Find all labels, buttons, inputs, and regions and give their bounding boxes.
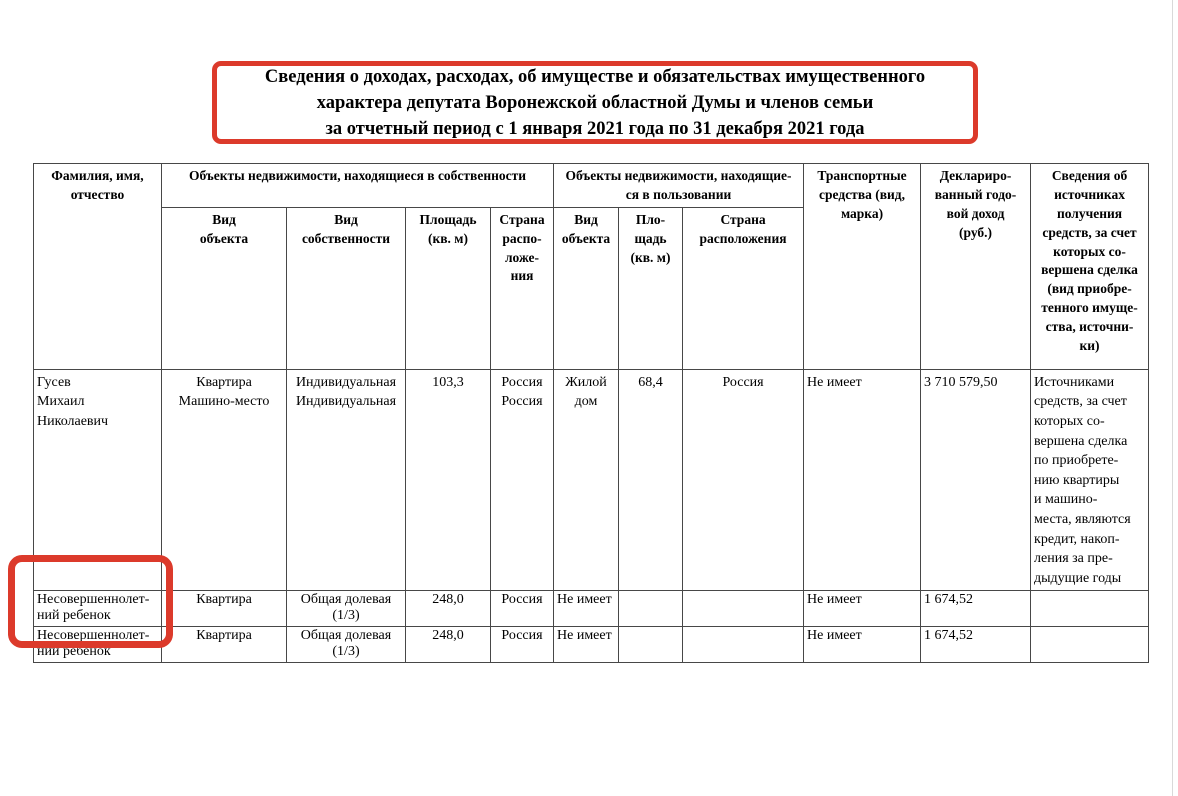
- cell-transport: Не имеет: [803, 590, 922, 627]
- cell-use-area: 68,4: [618, 368, 683, 592]
- cell-use-type: Жилой дом: [553, 368, 619, 592]
- header-transport: Транспортные средства (вид, марка): [803, 163, 922, 370]
- row-gusev: Гусев Михаил Николаевич Квартира Машино-…: [33, 368, 1150, 592]
- cell-income: 1 674,52: [920, 625, 1032, 663]
- header-group-row: Фамилия, имя, отчество Объекты недвижимо…: [33, 163, 1150, 370]
- cell-sources: Источниками средств, за счет которых со-…: [1030, 368, 1150, 592]
- cell-own-country: Россия Россия: [490, 368, 554, 592]
- cell-own-country: Россия: [490, 590, 554, 627]
- cell-income: 1 674,52: [920, 590, 1032, 627]
- header-own-kind: Вид собственности: [286, 206, 406, 370]
- cell-fio: Гусев Михаил Николаевич: [33, 368, 162, 592]
- cell-transport: Не имеет: [803, 368, 922, 592]
- cell-own-area: 103,3: [405, 368, 491, 592]
- header-use-area: Пло- щадь (кв. м): [618, 206, 683, 370]
- cell-use-type: Не имеет: [553, 590, 619, 627]
- cell-own-country: Россия: [490, 625, 554, 663]
- header-use-type: Вид объекта: [553, 206, 619, 370]
- annotation-box-title: Сведения о доходах, расходах, об имущест…: [212, 61, 978, 144]
- cell-own-type: Квартира: [161, 590, 287, 627]
- cell-own-kind: Общая долевая (1/3): [286, 590, 406, 627]
- cell-own-type: Квартира: [161, 625, 287, 663]
- report-title: Сведения о доходах, расходах, об имущест…: [264, 66, 926, 139]
- cell-income: 3 710 579,50: [920, 368, 1032, 592]
- cell-use-area: [618, 590, 683, 627]
- cell-own-area: 248,0: [405, 590, 491, 627]
- header-own-area: Площадь (кв. м): [405, 206, 491, 370]
- cell-use-country: [681, 590, 805, 627]
- cell-sources: [1030, 625, 1150, 663]
- cell-own-type: Квартира Машино-место: [161, 368, 287, 592]
- header-income: Деклариро- ванный годо- вой доход (руб.): [920, 163, 1032, 370]
- cell-own-kind: Индивидуальная Индивидуальная: [286, 368, 406, 592]
- row-minor-child-1: Несовершеннолет- ний ребенок Квартира Об…: [33, 590, 1150, 627]
- page-edge-line: [1172, 0, 1173, 796]
- row-minor-child-2: Несовершеннолет- ний ребенок Квартира Об…: [33, 625, 1150, 663]
- header-fio: Фамилия, имя, отчество: [33, 163, 162, 370]
- header-group-use: Объекты недвижимости, находящие- ся в по…: [552, 163, 805, 208]
- cell-transport: Не имеет: [803, 625, 922, 663]
- header-sources: Сведения об источниках получения средств…: [1030, 163, 1150, 370]
- cell-use-area: [618, 625, 683, 663]
- declaration-table: Фамилия, имя, отчество Объекты недвижимо…: [33, 163, 1150, 663]
- header-use-country: Страна расположения: [681, 206, 805, 370]
- cell-own-area: 248,0: [405, 625, 491, 663]
- cell-fio: Несовершеннолет- ний ребенок: [33, 590, 162, 627]
- header-sub-row: Вид объекта Вид собственности Площадь (к…: [34, 206, 1149, 370]
- cell-fio: Несовершеннолет- ний ребенок: [33, 625, 162, 663]
- cell-own-kind: Общая долевая (1/3): [286, 625, 406, 663]
- cell-use-country: [681, 625, 805, 663]
- header-group-ownership: Объекты недвижимости, находящиеся в собс…: [161, 163, 554, 208]
- header-own-type: Вид объекта: [161, 206, 287, 370]
- cell-sources: [1030, 590, 1150, 627]
- cell-use-country: Россия: [681, 368, 805, 592]
- cell-use-type: Не имеет: [553, 625, 619, 663]
- header-own-country: Страна распо- ложе- ния: [490, 206, 554, 370]
